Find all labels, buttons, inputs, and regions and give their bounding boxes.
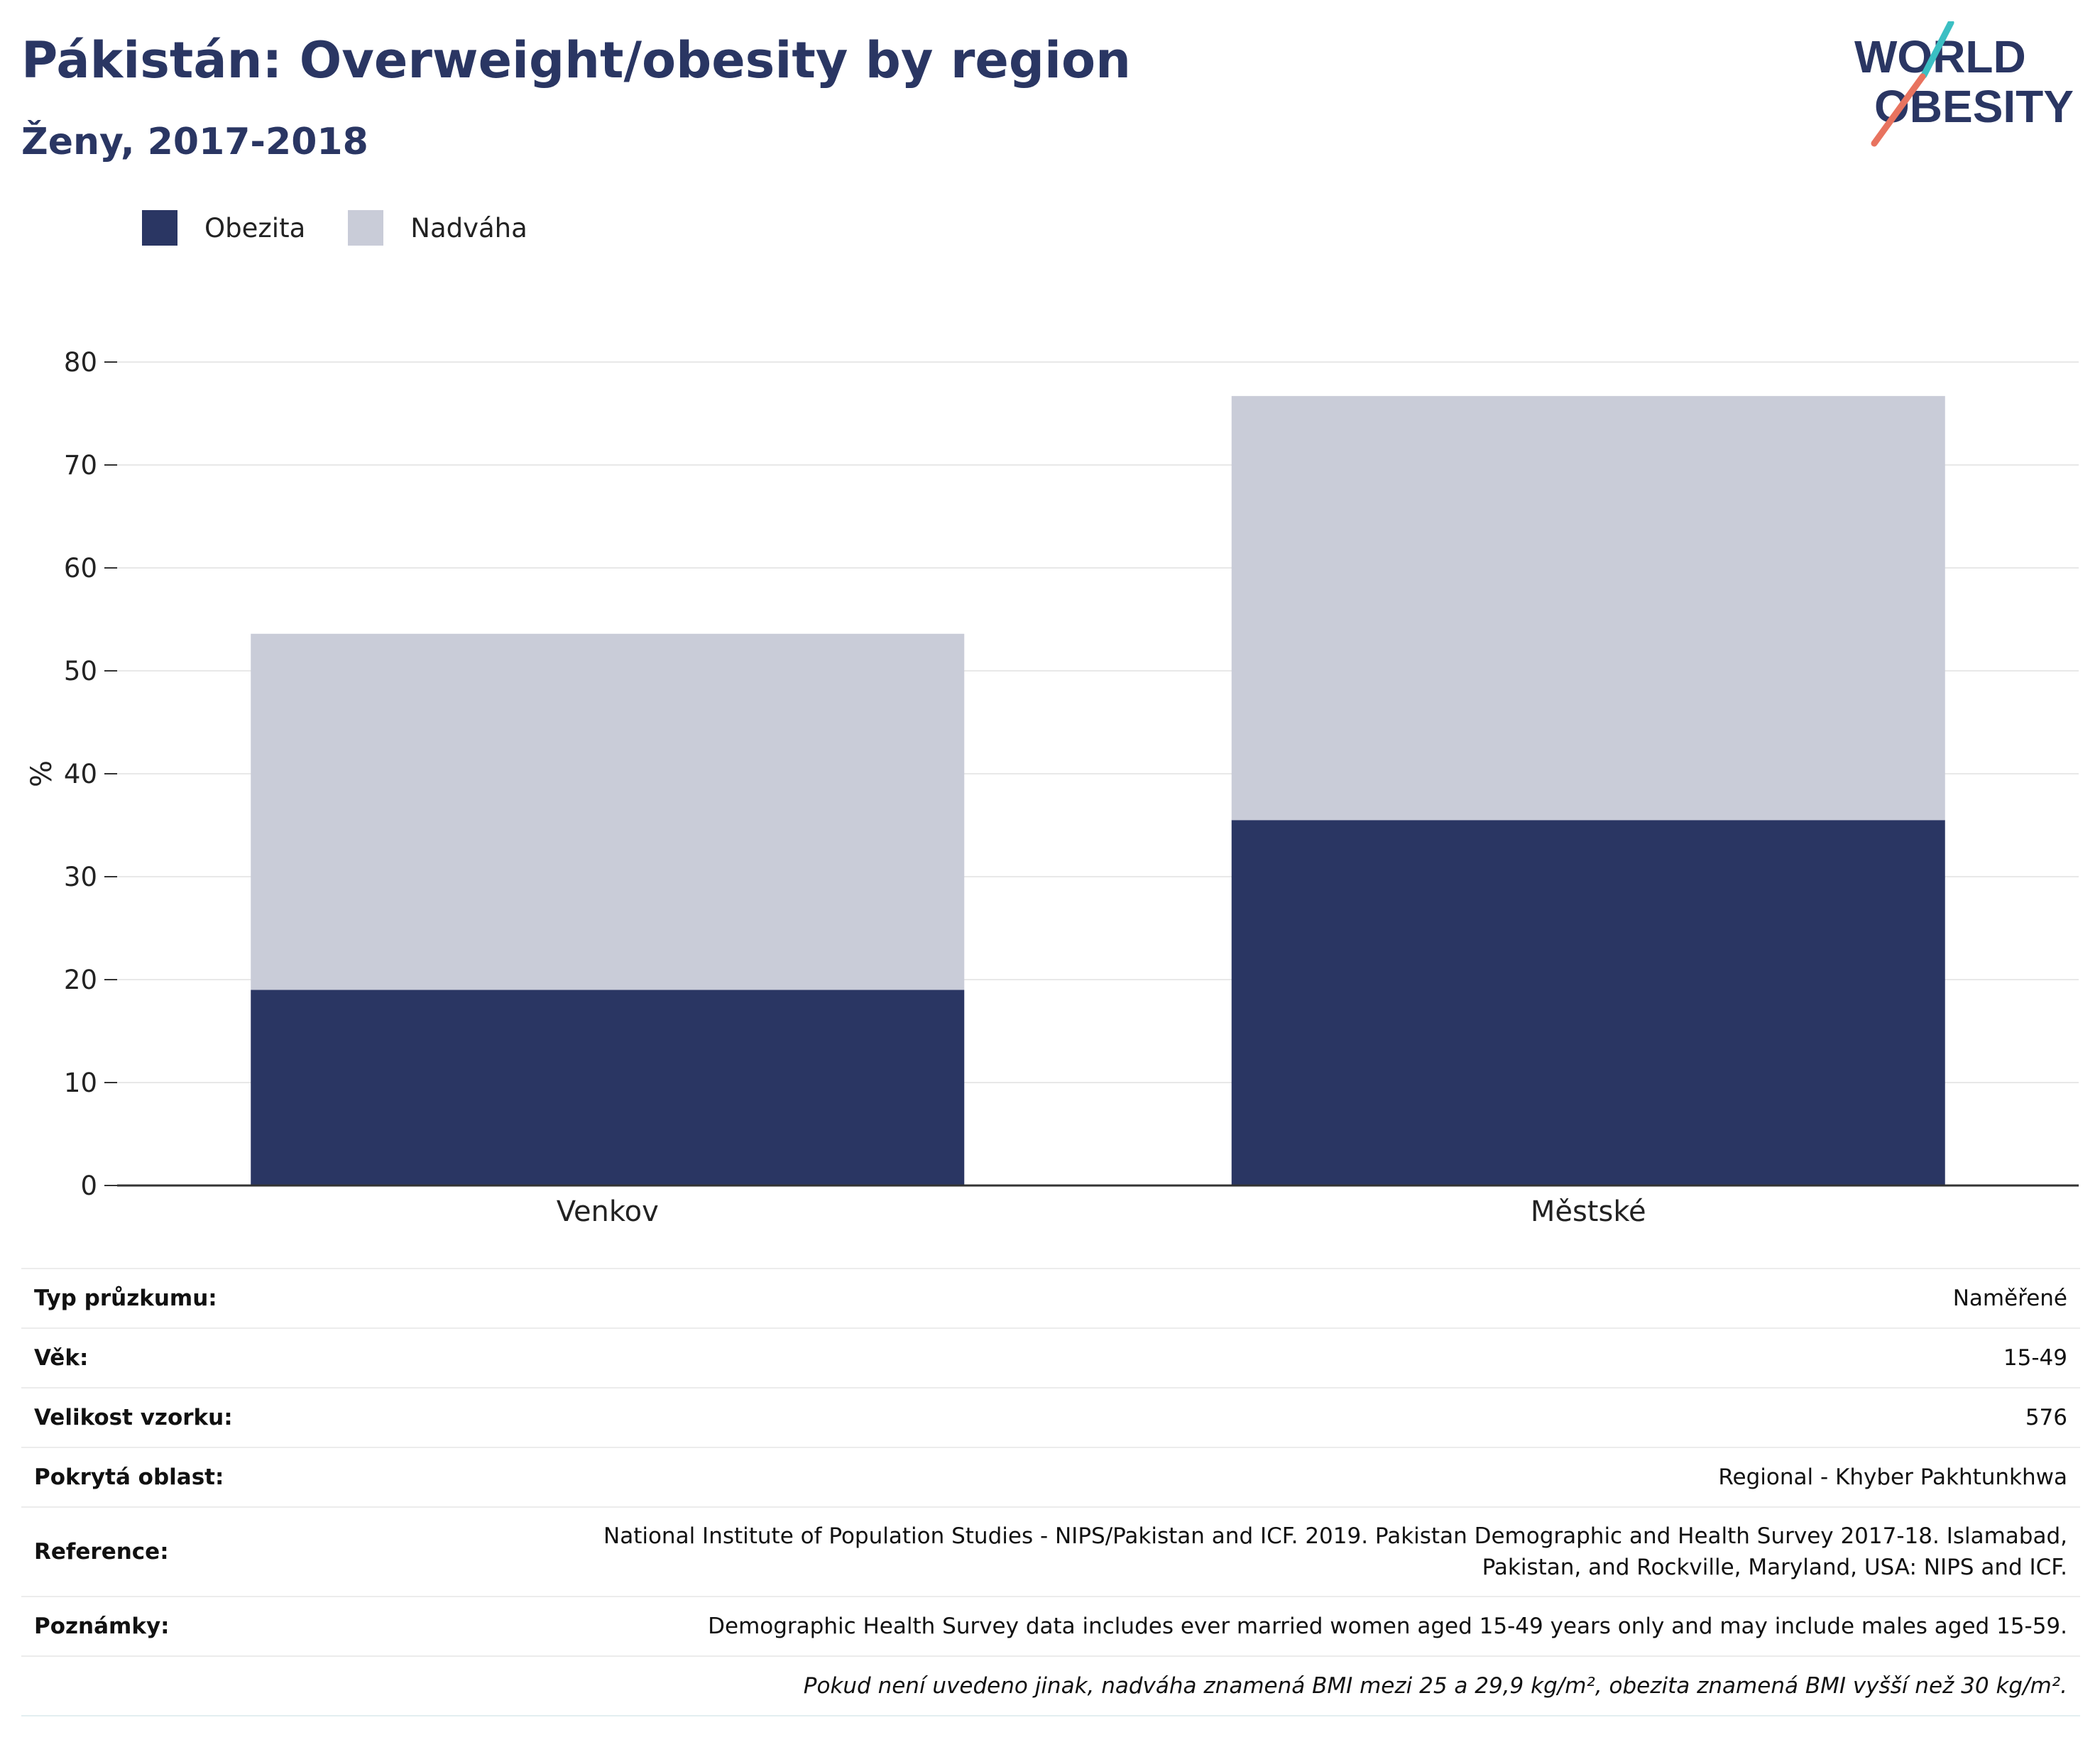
table-row: Pokrytá oblast: Regional - Khyber Pakhtu…: [21, 1447, 2080, 1507]
legend-swatch-overweight: [348, 210, 384, 246]
x-tick-label: Venkov: [557, 1195, 659, 1228]
legend-item-obesity[interactable]: Obezita: [142, 210, 305, 246]
table-row: Poznámky: Demographic Health Survey data…: [21, 1596, 2080, 1656]
chart-legend: Obezita Nadváha: [142, 210, 570, 246]
logo-word-obesity: OBESITY: [1874, 81, 2074, 132]
table-row: Reference: National Institute of Populat…: [21, 1506, 2080, 1597]
chart-subtitle: Ženy, 2017-2018: [21, 121, 368, 163]
info-key-coverage: Pokrytá oblast:: [21, 1447, 331, 1507]
info-value-sample-size: 576: [331, 1387, 2080, 1447]
legend-label-overweight: Nadváha: [410, 212, 527, 243]
logo-slash-teal: [1920, 21, 1954, 79]
info-key-age: Věk:: [21, 1327, 331, 1388]
info-key-reference: Reference:: [21, 1506, 331, 1597]
chart-title: Pákistán: Overweight/obesity by region: [21, 31, 1131, 89]
reference-text: National Institute of Population Studies…: [603, 1523, 2067, 1580]
info-value-notes: Demographic Health Survey data includes …: [331, 1596, 2080, 1656]
logo-slash-coral: [1871, 73, 1926, 147]
info-value-reference: National Institute of Population Studies…: [331, 1506, 2080, 1597]
y-tick-label: 30: [64, 862, 97, 892]
y-tick-label: 10: [64, 1068, 97, 1098]
info-key-notes: Poznámky:: [21, 1596, 331, 1656]
legend-swatch-obesity: [142, 210, 177, 246]
y-tick-label: 70: [64, 450, 97, 481]
y-tick-label: 50: [64, 656, 97, 686]
table-row: Velikost vzorku: 576: [21, 1387, 2080, 1447]
y-axis-label: %: [26, 760, 58, 787]
legend-label-obesity: Obezita: [204, 212, 306, 243]
y-tick-label: 40: [64, 759, 97, 789]
survey-info-table: Typ průzkumu: Naměřené Věk: 15-49 Veliko…: [21, 1268, 2080, 1716]
y-tick-label: 20: [64, 965, 97, 995]
y-tick-label: 0: [80, 1171, 97, 1201]
info-key-survey-type: Typ průzkumu:: [21, 1268, 331, 1328]
bar-obesity-1: [251, 990, 965, 1185]
bar-overweight-1: [251, 633, 965, 990]
stacked-bar-chart: 0 10 20 30 40 50 60 70 80% Venkov Městské: [26, 347, 2079, 1228]
x-tick-label: Městské: [1531, 1195, 1646, 1228]
info-value-survey-type: Naměřené: [331, 1268, 2080, 1328]
table-row: Věk: 15-49: [21, 1327, 2080, 1388]
info-key-sample-size: Velikost vzorku:: [21, 1387, 331, 1447]
bmi-footnote: Pokud není uvedeno jinak, nadváha znamen…: [21, 1655, 2080, 1716]
bar-overweight-2: [1231, 395, 1945, 821]
y-tick-label: 60: [64, 553, 97, 584]
table-row: Pokud není uvedeno jinak, nadváha znamen…: [21, 1655, 2080, 1716]
bar-obesity-2: [1231, 820, 1945, 1185]
y-tick-label: 80: [64, 347, 97, 378]
info-value-age: 15-49: [331, 1327, 2080, 1388]
info-value-coverage: Regional - Khyber Pakhtunkhwa: [331, 1447, 2080, 1507]
table-row: Typ průzkumu: Naměřené: [21, 1268, 2080, 1328]
legend-item-overweight[interactable]: Nadváha: [348, 210, 527, 246]
world-obesity-logo: WORLD OBESITY: [1854, 21, 2074, 147]
